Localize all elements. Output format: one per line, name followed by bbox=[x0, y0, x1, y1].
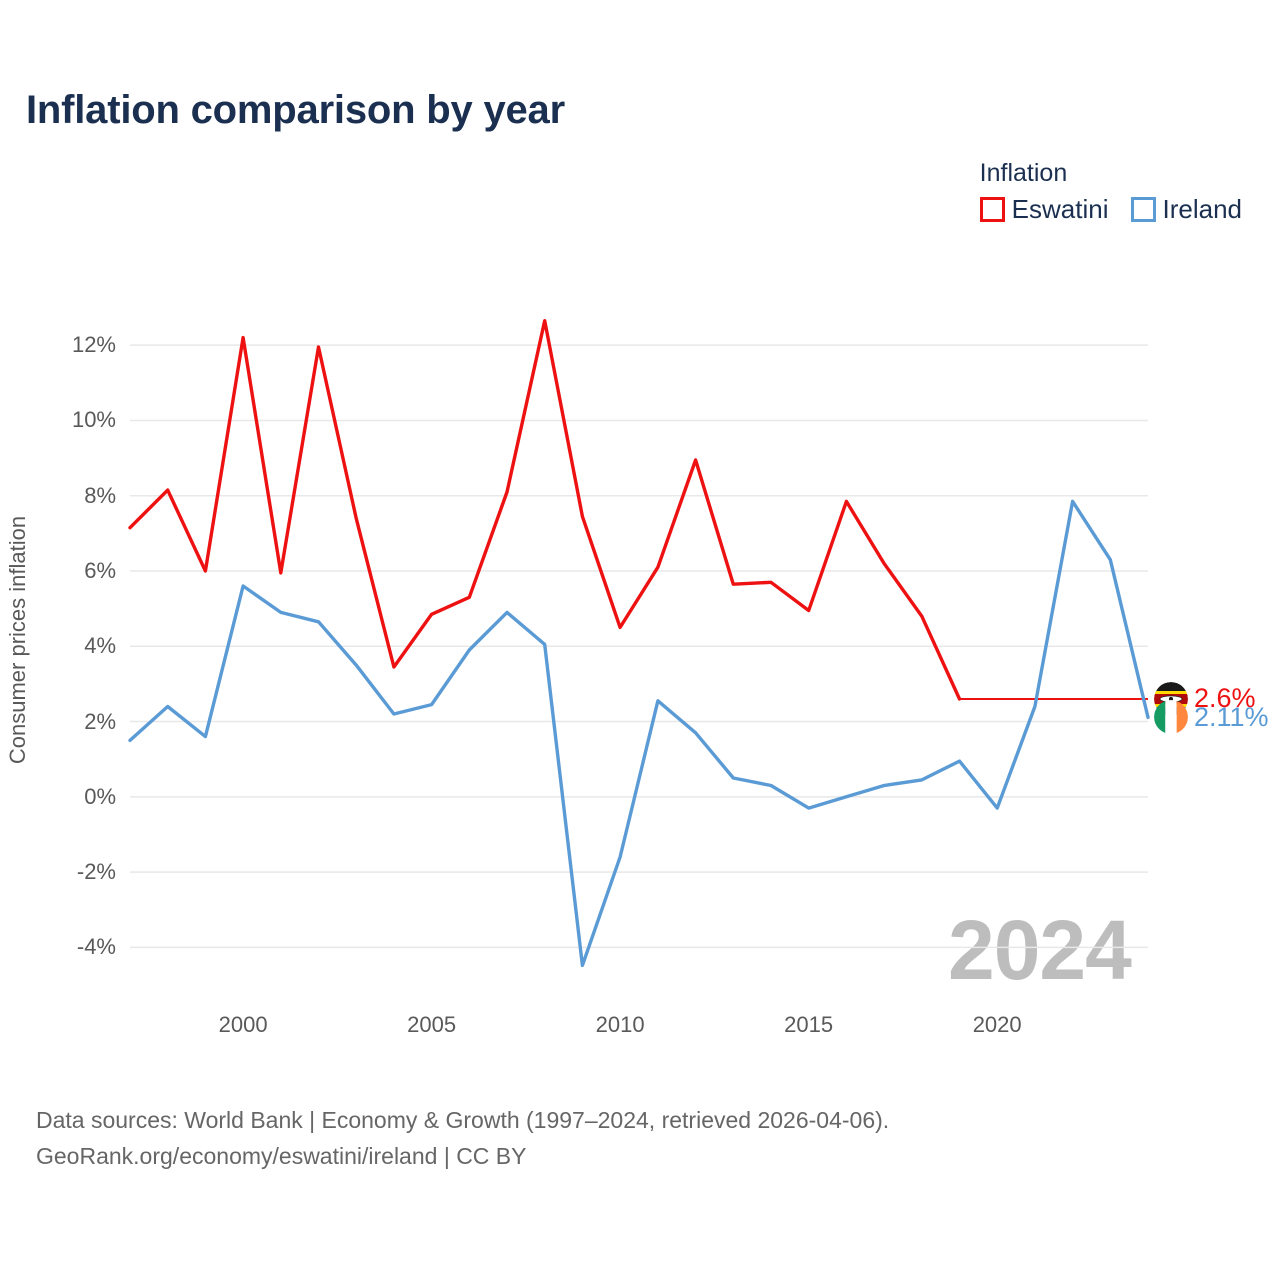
y-tick-label: 10% bbox=[71, 407, 116, 433]
y-tick-label: 6% bbox=[84, 557, 116, 583]
x-tick-label: 2015 bbox=[784, 1012, 834, 1037]
ireland-flag-icon bbox=[1154, 700, 1188, 735]
legend-item-ireland[interactable]: Ireland bbox=[1130, 193, 1243, 225]
y-tick-label: 4% bbox=[84, 633, 116, 659]
x-tick-label: 2020 bbox=[972, 1012, 1022, 1037]
gridlines bbox=[130, 344, 1148, 949]
y-tick-label: 0% bbox=[84, 783, 116, 809]
series-line-ireland bbox=[128, 499, 1150, 968]
footer-line-1: Data sources: World Bank | Economy & Gro… bbox=[36, 1107, 890, 1133]
legend-item-eswatini[interactable]: Eswatini bbox=[979, 193, 1109, 225]
x-tick-label: 2005 bbox=[407, 1012, 457, 1037]
y-tick-label: 12% bbox=[71, 332, 116, 358]
y-tick-label: -4% bbox=[76, 934, 116, 960]
legend-swatch-eswatini bbox=[979, 196, 1005, 222]
legend-label-ireland: Ireland bbox=[1162, 193, 1243, 224]
endpoint-value-eswatini: 2.6% bbox=[1194, 683, 1256, 714]
y-tick-label: 2% bbox=[84, 708, 116, 734]
footer: Data sources: World Bank | Economy & Gro… bbox=[36, 1103, 889, 1174]
series-line-eswatini bbox=[128, 319, 962, 701]
x-tick-label: 2000 bbox=[218, 1012, 268, 1037]
footer-line-2: GeoRank.org/economy/eswatini/ireland | C… bbox=[36, 1142, 527, 1169]
year-watermark: 2024 bbox=[948, 903, 1132, 997]
endpoint-ireland: 2.11% bbox=[1154, 700, 1269, 735]
series-lines bbox=[128, 319, 1150, 968]
legend: Inflation Eswatini Ireland bbox=[979, 159, 1243, 225]
legend-items: Eswatini Ireland bbox=[979, 193, 1243, 225]
y-tick-label: 8% bbox=[84, 482, 116, 508]
endpoint-value-ireland: 2.11% bbox=[1194, 701, 1269, 732]
y-tick-label: -2% bbox=[76, 859, 116, 885]
page-title: Inflation comparison by year bbox=[26, 88, 565, 132]
legend-swatch-ireland bbox=[1130, 196, 1156, 222]
x-tick-label: 2010 bbox=[595, 1012, 645, 1037]
legend-label-eswatini: Eswatini bbox=[1011, 193, 1109, 224]
legend-title: Inflation bbox=[979, 159, 1068, 187]
